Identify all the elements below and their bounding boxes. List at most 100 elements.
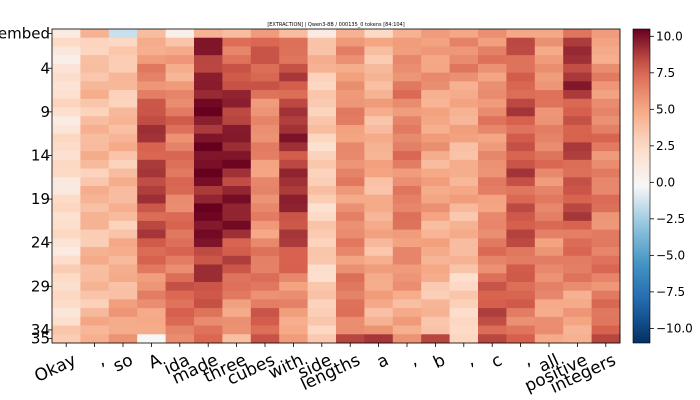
heatmap-cell xyxy=(279,299,308,309)
heatmap-cell xyxy=(591,203,621,213)
heatmap-cell xyxy=(137,203,166,213)
heatmap-cell xyxy=(80,316,110,326)
heatmap-cell xyxy=(307,203,337,213)
heatmap-cell xyxy=(336,142,365,152)
heatmap-cell xyxy=(392,325,422,335)
heatmap-cell xyxy=(591,308,621,318)
heatmap-cell xyxy=(421,151,450,161)
heatmap-cell xyxy=(80,37,110,47)
heatmap-cell xyxy=(250,325,280,335)
heatmap-cell xyxy=(563,203,592,213)
heatmap-cell xyxy=(534,116,564,126)
heatmap-cell xyxy=(478,116,507,126)
heatmap-cell xyxy=(449,194,479,204)
heatmap-cell xyxy=(336,220,365,231)
heatmap-cell xyxy=(108,255,138,265)
heatmap-cell xyxy=(250,290,280,300)
heatmap-cell xyxy=(534,334,564,344)
heatmap-cell xyxy=(591,98,621,108)
heatmap-cell xyxy=(80,290,110,300)
heatmap-cell xyxy=(165,220,195,231)
y-tick-label: embed xyxy=(0,24,50,42)
heatmap-cell xyxy=(137,168,166,178)
heatmap-cell xyxy=(80,203,110,213)
heatmap-cell xyxy=(449,220,479,231)
heatmap-cell xyxy=(591,281,621,292)
heatmap-cell xyxy=(563,151,592,161)
heatmap-cell xyxy=(506,299,536,309)
heatmap-cell xyxy=(506,72,536,82)
heatmap-cell xyxy=(392,116,422,126)
heatmap-cell xyxy=(392,124,422,135)
x-tick-label: , xyxy=(520,350,533,370)
heatmap-cell xyxy=(364,212,394,222)
heatmap-cell xyxy=(165,177,195,187)
heatmap-cell xyxy=(421,133,450,143)
heatmap-cell xyxy=(478,212,507,222)
heatmap-cell xyxy=(449,334,479,344)
heatmap-cell xyxy=(250,334,280,344)
heatmap-cell xyxy=(279,142,308,152)
heatmap-cell xyxy=(52,81,81,91)
heatmap-cell xyxy=(478,299,507,309)
heatmap-cell xyxy=(534,238,564,248)
heatmap-cell xyxy=(279,90,308,100)
heatmap-cell xyxy=(392,334,422,344)
heatmap-cell xyxy=(392,238,422,248)
heatmap-cell xyxy=(449,55,479,65)
heatmap-cell xyxy=(279,238,308,248)
heatmap-cell xyxy=(222,299,252,309)
colorbar-tick-label: −7.5 xyxy=(656,285,685,299)
heatmap-cell xyxy=(534,264,564,274)
heatmap-cell xyxy=(506,90,536,100)
heatmap-cell xyxy=(421,55,450,65)
heatmap-cell xyxy=(336,168,365,178)
heatmap-cell xyxy=(165,72,195,82)
heatmap-cell xyxy=(165,212,195,222)
heatmap-cell xyxy=(137,142,166,152)
heatmap-cell xyxy=(534,299,564,309)
heatmap-cell xyxy=(194,247,223,257)
heatmap-cell xyxy=(80,194,110,204)
heatmap-cell xyxy=(137,264,166,274)
heatmap-cell xyxy=(336,203,365,213)
heatmap-cell xyxy=(250,133,280,143)
heatmap-cell xyxy=(52,142,81,152)
colorbar-tick-label: 10.0 xyxy=(656,29,683,43)
heatmap-cell xyxy=(534,159,564,169)
heatmap-cell xyxy=(478,133,507,143)
heatmap-cell xyxy=(449,46,479,56)
heatmap-cell xyxy=(534,142,564,152)
heatmap-cell xyxy=(449,264,479,274)
heatmap-cell xyxy=(364,238,394,248)
heatmap-cell xyxy=(478,220,507,231)
heatmap-cell xyxy=(478,63,507,74)
heatmap-cell xyxy=(137,316,166,326)
heatmap-cell xyxy=(534,37,564,47)
heatmap-cell xyxy=(392,151,422,161)
heatmap-cell xyxy=(449,116,479,126)
heatmap-cell xyxy=(108,334,138,344)
heatmap-cell xyxy=(222,247,252,257)
heatmap-cell xyxy=(364,124,394,135)
heatmap-cell xyxy=(137,281,166,292)
heatmap-cell xyxy=(336,46,365,56)
heatmap-cell xyxy=(52,63,81,74)
heatmap-cell xyxy=(307,290,337,300)
heatmap-cell xyxy=(563,290,592,300)
heatmap-cell xyxy=(534,194,564,204)
heatmap-cell xyxy=(279,194,308,204)
heatmap-cell xyxy=(137,133,166,143)
heatmap-cell xyxy=(534,133,564,143)
heatmap-cell xyxy=(307,116,337,126)
y-tick-label: 4 xyxy=(40,59,50,77)
heatmap-cell xyxy=(250,212,280,222)
heatmap-cell xyxy=(80,55,110,65)
heatmap-cell xyxy=(222,168,252,178)
heatmap-cell xyxy=(165,334,195,344)
heatmap-cell xyxy=(534,177,564,187)
heatmap-cell xyxy=(194,63,223,74)
heatmap-cell xyxy=(563,81,592,91)
heatmap-cell xyxy=(392,168,422,178)
heatmap-cell xyxy=(137,229,166,239)
